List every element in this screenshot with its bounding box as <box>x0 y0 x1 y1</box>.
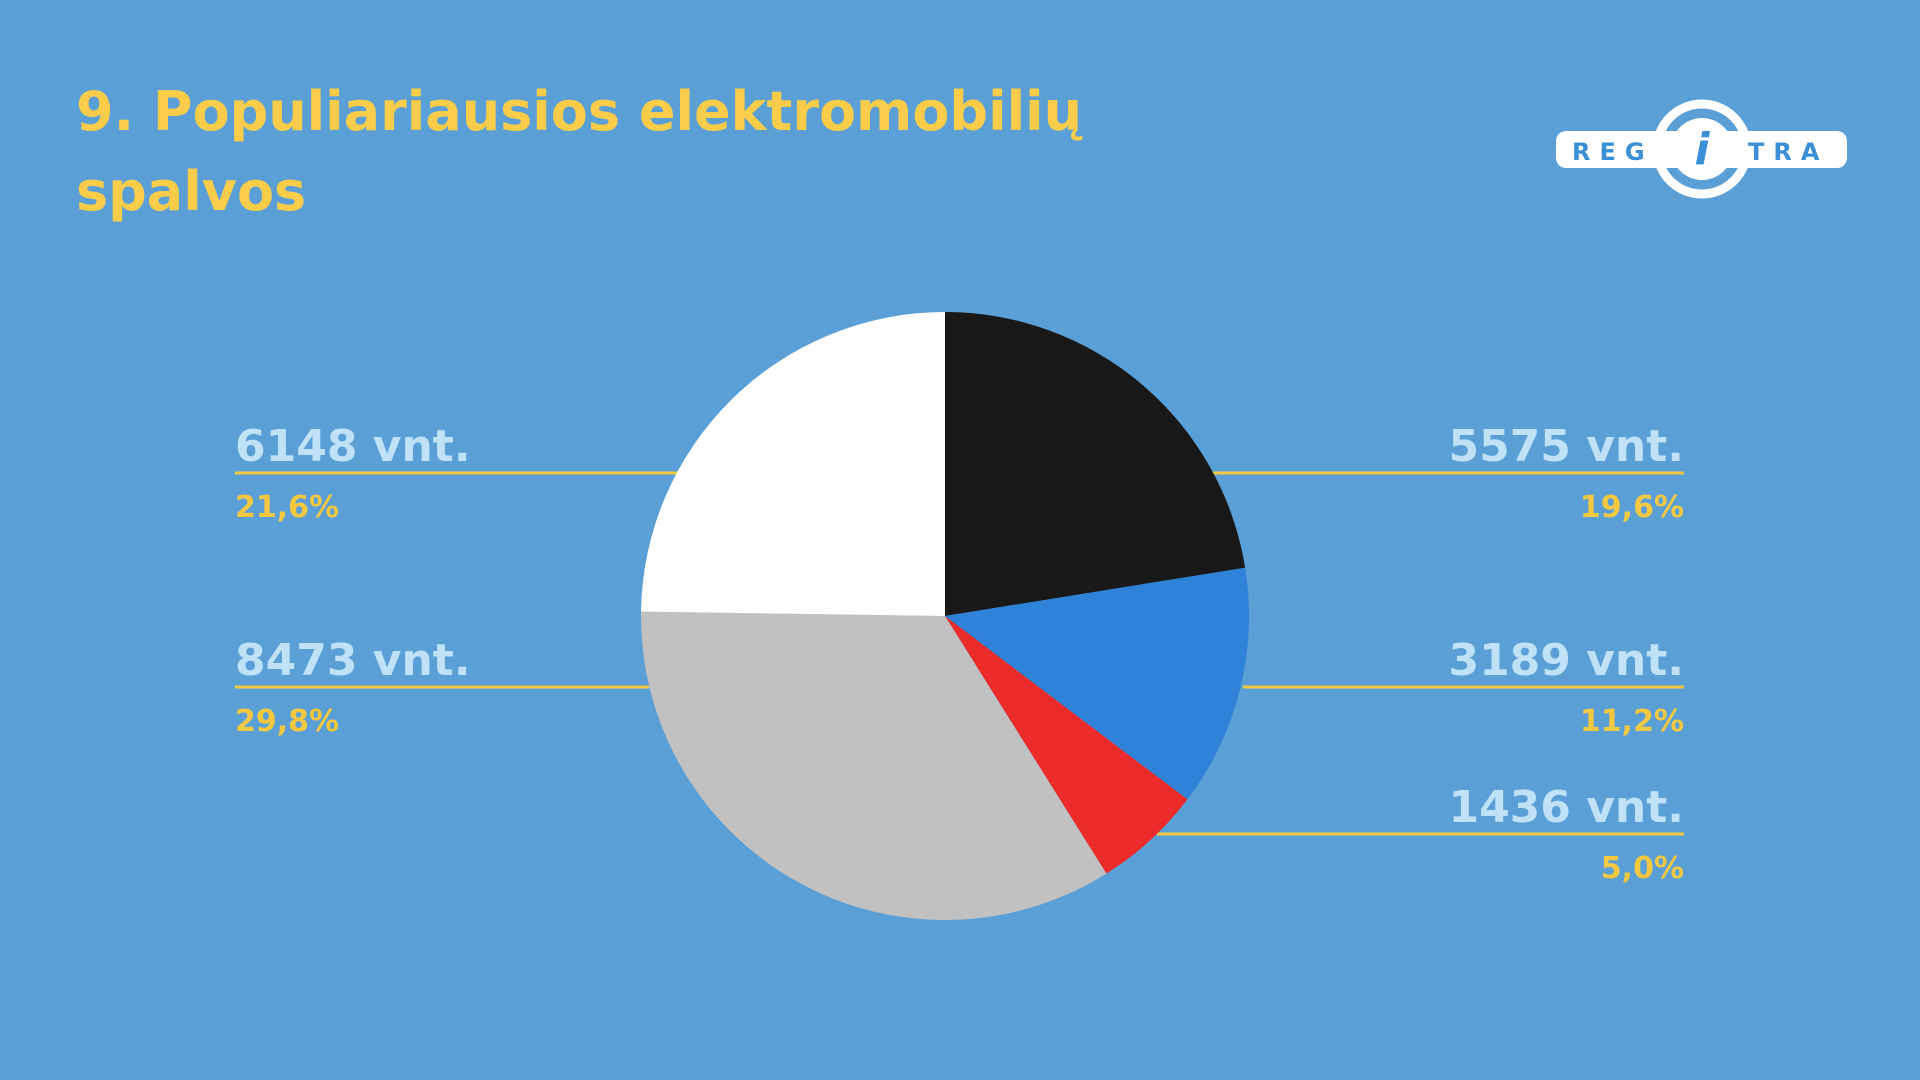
value-label: 1436 vnt. <box>1448 782 1684 833</box>
pie-slice <box>641 312 945 616</box>
value-label: 3189 vnt. <box>1448 635 1684 686</box>
value-label: 6148 vnt. <box>235 421 471 472</box>
logo-ring <box>1652 99 1752 199</box>
percentage-label: 11,2% <box>1580 704 1684 739</box>
value-label: 8473 vnt. <box>235 635 471 686</box>
logo-text: REG <box>1572 138 1654 166</box>
chart-title: 9. Populiariausios elektromobilių spalvo… <box>76 80 1083 223</box>
percentage-label: 5,0% <box>1601 851 1684 886</box>
percentage-label: 29,8% <box>235 704 339 739</box>
percentage-label: 19,6% <box>1580 490 1684 525</box>
logo-text: TRA <box>1748 138 1828 166</box>
pie-slice <box>945 616 1188 874</box>
pie-slice <box>640 611 1107 921</box>
logo-text: i <box>1694 124 1710 175</box>
logo-core <box>1671 118 1733 180</box>
logo: REG i TRA <box>1556 99 1847 199</box>
value-label: 5575 vnt. <box>1448 421 1684 472</box>
pie-slice <box>945 567 1249 800</box>
pie-slice <box>945 312 1246 616</box>
percentage-label: 21,6% <box>235 490 339 525</box>
